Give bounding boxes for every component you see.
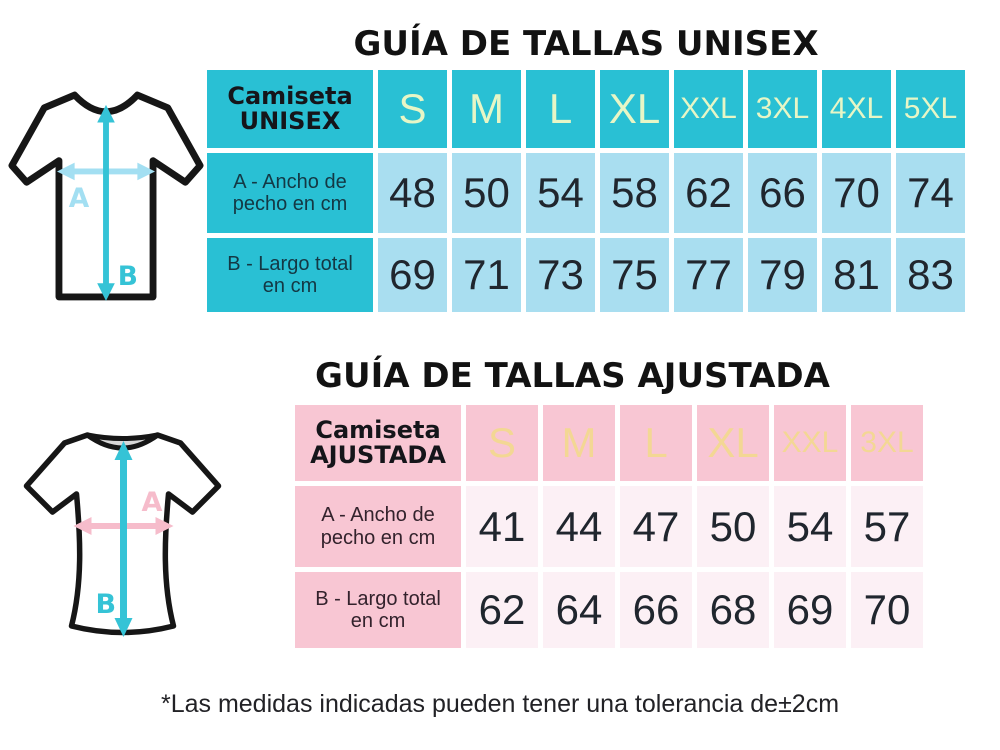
- size-header-l: L: [526, 70, 595, 148]
- size-value-cell: 77: [674, 238, 743, 312]
- size-header-xl: XL: [697, 405, 769, 481]
- size-value-cell: 44: [543, 486, 615, 567]
- size-header-s: S: [466, 405, 538, 481]
- size-header-3xl: 3XL: [851, 405, 923, 481]
- size-value-cell: 54: [526, 153, 595, 233]
- size-value-cell: 73: [526, 238, 595, 312]
- size-value-cell: 66: [748, 153, 817, 233]
- size-header-xxl: XXL: [674, 70, 743, 148]
- size-value-cell: 79: [748, 238, 817, 312]
- chest-width-arrow-icon: A: [73, 487, 174, 535]
- size-value-cell: 62: [674, 153, 743, 233]
- size-value-cell: 74: [896, 153, 965, 233]
- length-label: B: [96, 589, 117, 620]
- size-value-cell: 66: [620, 572, 692, 648]
- unisex-shirt-diagram: A B: [8, 91, 204, 301]
- size-value-cell: 81: [822, 238, 891, 312]
- size-header-xxl: XXL: [774, 405, 846, 481]
- size-value-cell: 69: [774, 572, 846, 648]
- size-value-cell: 48: [378, 153, 447, 233]
- size-value-cell: 71: [452, 238, 521, 312]
- size-value-cell: 57: [851, 486, 923, 567]
- length-arrow-icon: B: [97, 104, 138, 301]
- size-value-cell: 70: [822, 153, 891, 233]
- fitted-shirt-diagram: A B: [23, 432, 222, 637]
- size-value-cell: 64: [543, 572, 615, 648]
- size-header-l: L: [620, 405, 692, 481]
- tolerance-footnote: *Las medidas indicadas pueden tener una …: [160, 690, 840, 718]
- size-value-cell: 70: [851, 572, 923, 648]
- ajustada-table-title: GUÍA DE TALLAS AJUSTADA: [315, 356, 830, 396]
- size-value-cell: 68: [697, 572, 769, 648]
- ajustada-size-table: Camiseta AJUSTADA S M L XL XXL 3XL A - Ancho de …: [295, 405, 923, 648]
- size-value-cell: 41: [466, 486, 538, 567]
- table-header-label: Camiseta AJUSTADA: [295, 405, 461, 481]
- length-arrow-icon: B: [96, 441, 133, 637]
- size-value-cell: 69: [378, 238, 447, 312]
- size-value-cell: 58: [600, 153, 669, 233]
- unisex-table-title: GUÍA DE TALLAS UNISEX: [353, 24, 819, 64]
- measure-label-cell: A - Ancho de pecho en cm: [295, 486, 461, 567]
- size-header-5xl: 5XL: [896, 70, 965, 148]
- size-value-cell: 75: [600, 238, 669, 312]
- length-label: B: [118, 261, 138, 292]
- measure-label-cell: A - Ancho de pecho en cm: [207, 153, 373, 233]
- width-label: A: [142, 487, 163, 518]
- size-value-cell: 62: [466, 572, 538, 648]
- size-value-cell: 47: [620, 486, 692, 567]
- size-value-cell: 83: [896, 238, 965, 312]
- measure-label-cell: B - Largo total en cm: [207, 238, 373, 312]
- size-header-xl: XL: [600, 70, 669, 148]
- size-header-3xl: 3XL: [748, 70, 817, 148]
- size-header-m: M: [543, 405, 615, 481]
- measure-label-cell: B - Largo total en cm: [295, 572, 461, 648]
- table-header-label: Camiseta UNISEX: [207, 70, 373, 148]
- size-header-4xl: 4XL: [822, 70, 891, 148]
- width-label: A: [69, 183, 90, 214]
- size-value-cell: 50: [697, 486, 769, 567]
- size-value-cell: 50: [452, 153, 521, 233]
- neck-opening: [86, 432, 159, 451]
- size-value-cell: 54: [774, 486, 846, 567]
- size-header-m: M: [452, 70, 521, 148]
- unisex-size-table: Camiseta UNISEX S M L XL XXL 3XL 4XL 5XL A - Ancho…: [207, 70, 965, 312]
- size-header-s: S: [378, 70, 447, 148]
